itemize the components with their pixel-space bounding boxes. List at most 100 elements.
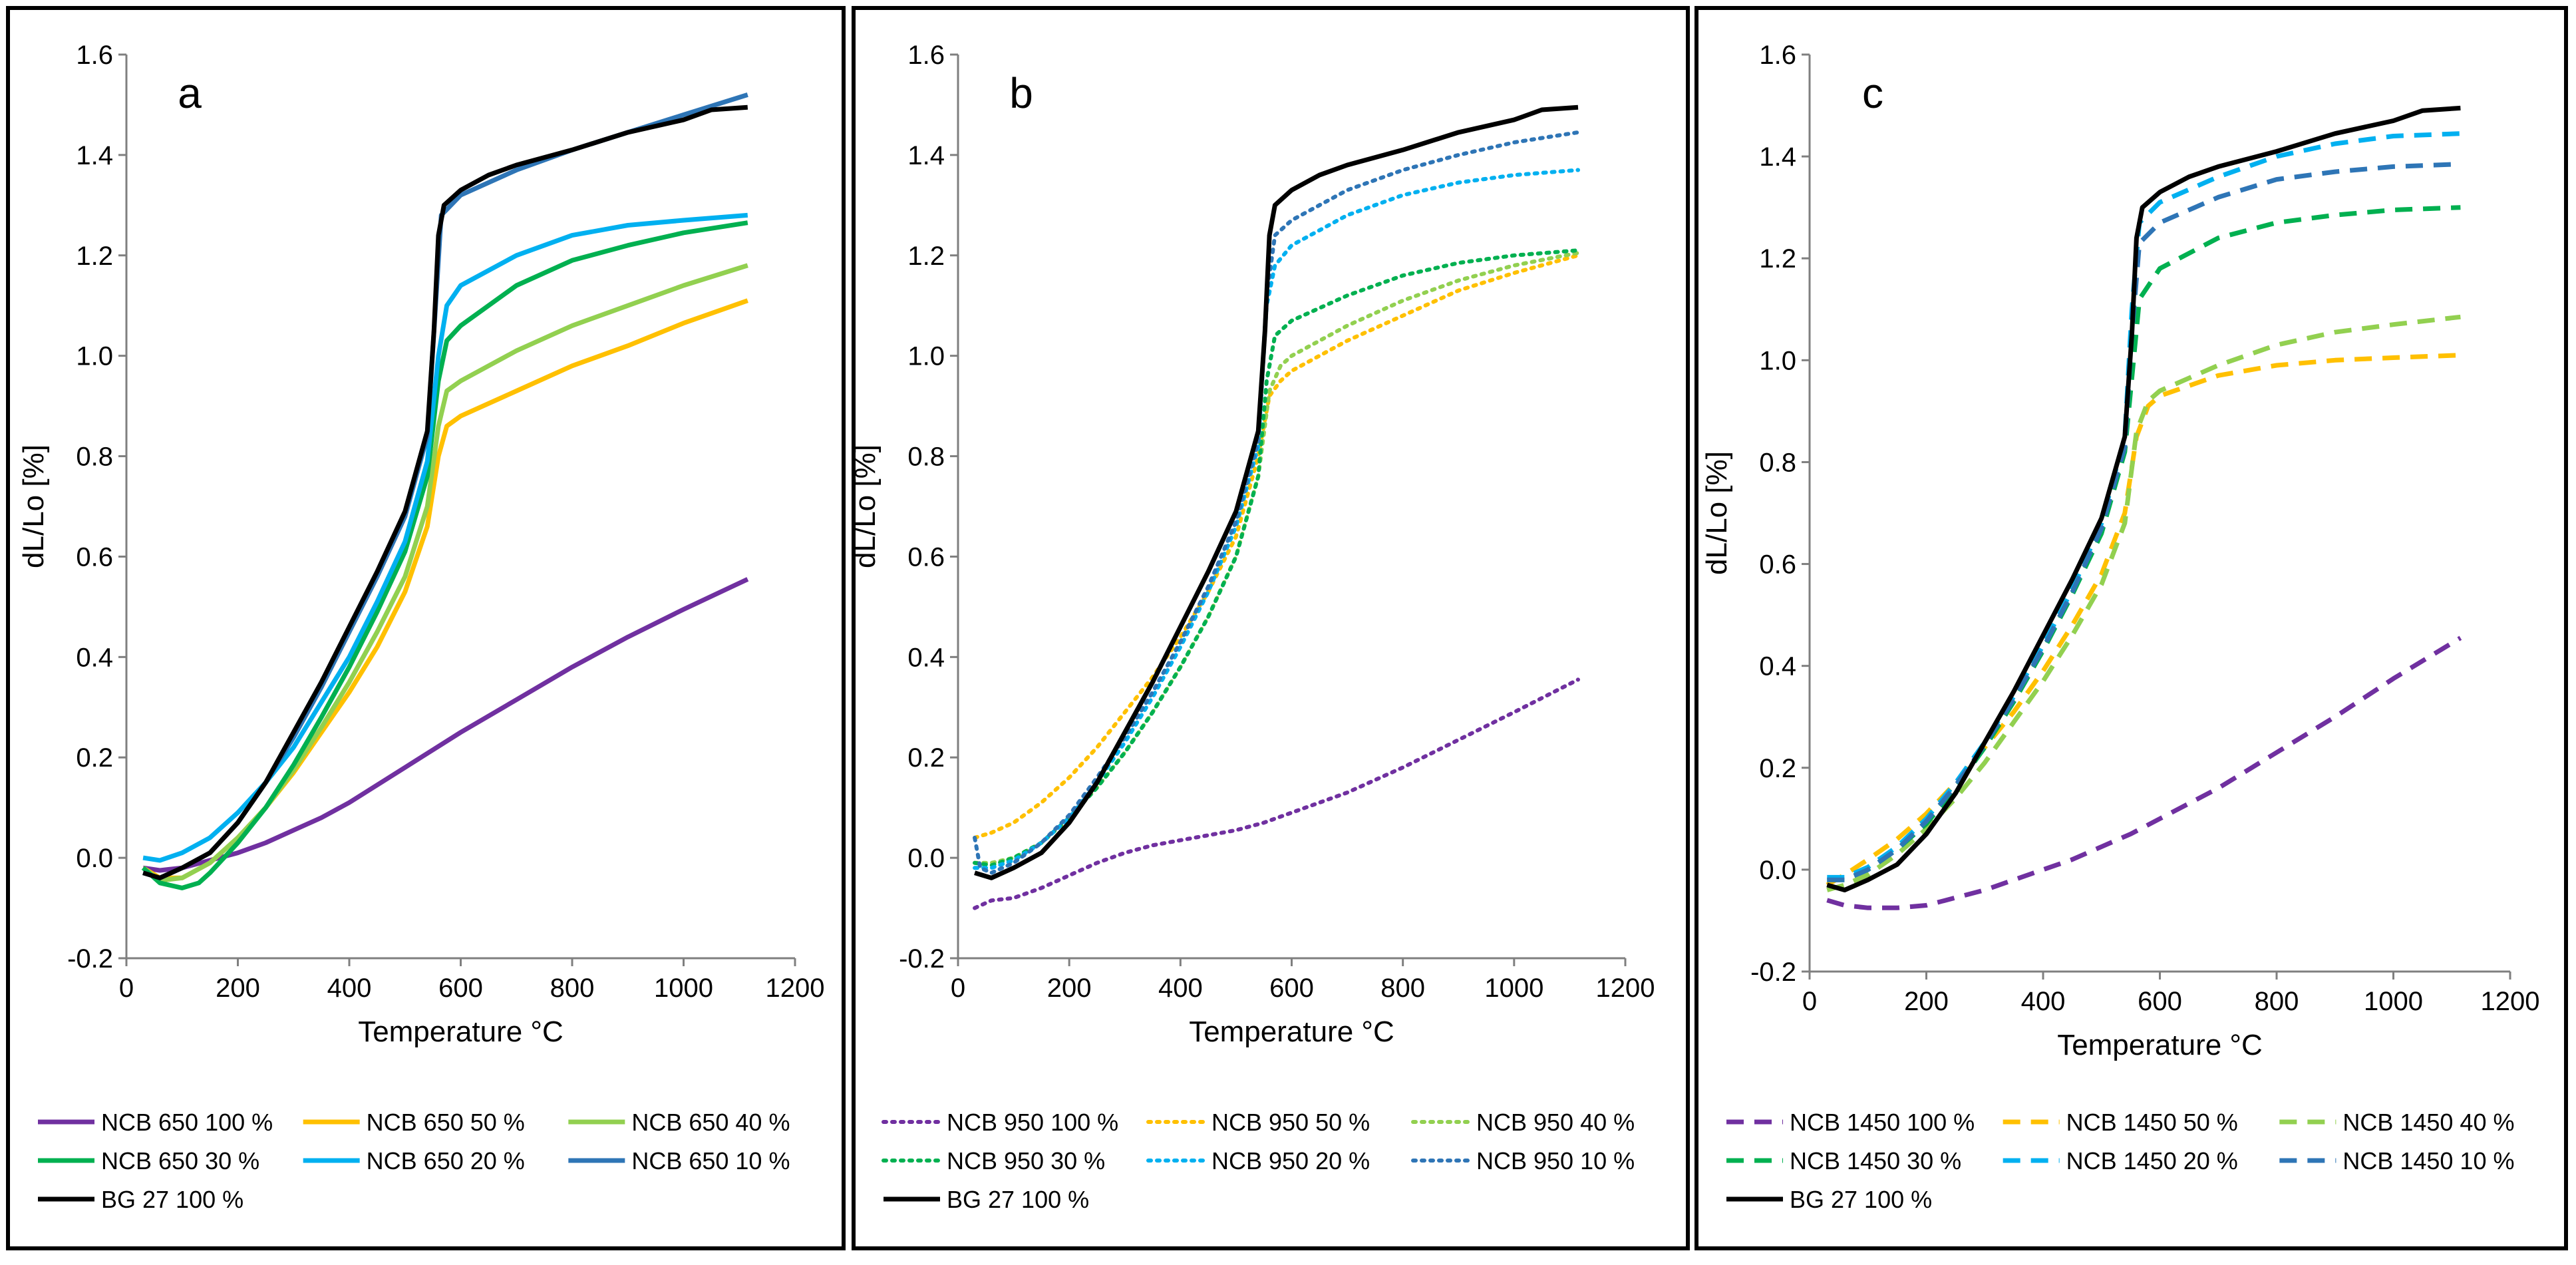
series-line (974, 104, 1579, 880)
y-tick-label: 0.0 (907, 844, 945, 873)
legend-entry-label: NCB 950 30 % (947, 1147, 1105, 1175)
y-tick-label: 0.6 (1759, 550, 1796, 580)
y-tick-label: 1.2 (907, 242, 945, 271)
y-tick-label: 0.6 (907, 542, 945, 572)
x-tick-label: 0 (1802, 987, 1817, 1016)
legend-entry-label: NCB 950 100 % (947, 1109, 1118, 1136)
series-line (142, 212, 748, 863)
legend-entry-label: NCB 650 100 % (101, 1109, 273, 1136)
y-tick-label: 0.4 (907, 643, 945, 672)
x-tick-label: 0 (119, 974, 134, 1003)
legend-entry-label: NCB 950 20 % (1211, 1147, 1370, 1175)
y-tick-label: 0.6 (76, 542, 113, 572)
y-tick-label: 1.0 (907, 342, 945, 371)
y-tick-label: 0.2 (907, 743, 945, 773)
legend-entry-label: NCB 650 10 % (631, 1147, 790, 1175)
x-axis-label: Temperature °C (1189, 1015, 1394, 1048)
x-axis-label: Temperature °C (2057, 1029, 2263, 1061)
x-tick-label: 1200 (2481, 987, 2540, 1016)
y-tick-label: 1.6 (1759, 41, 1796, 70)
y-tick-label: -0.2 (899, 944, 945, 974)
y-tick-label: 1.4 (907, 141, 945, 170)
legend-entry-label: NCB 1450 20 % (2066, 1147, 2238, 1175)
y-tick-label: 0.4 (1759, 652, 1796, 681)
legend-entry-label: NCB 650 40 % (631, 1109, 790, 1136)
y-axis-label: dL/Lo [%] (1700, 451, 1733, 575)
x-tick-label: 600 (2138, 987, 2182, 1016)
chart-panel-b: 0 200 400 600 800 1000 1200 -0.2 0.0 0.2 0.4 0.6 0.8… (849, 6, 1690, 1250)
legend-entry-label: NCB 1450 100 % (1790, 1109, 1975, 1136)
x-tick-label: 1000 (2364, 987, 2423, 1016)
x-tick-label: 200 (1047, 974, 1092, 1003)
legend-entry-label: BG 27 100 % (947, 1186, 1089, 1213)
panel-letter-label: c (1862, 69, 1883, 117)
series-line (1826, 314, 2461, 892)
y-axis-label: dL/Lo [%] (17, 445, 50, 568)
panel-frame (6, 6, 846, 1250)
series-line (973, 130, 1580, 875)
x-tick-label: 200 (216, 974, 260, 1003)
series-line (1826, 353, 2461, 887)
x-tick-label: 1000 (654, 974, 713, 1003)
panel-letter-label: b (1009, 69, 1033, 117)
panel-frame (852, 6, 1690, 1250)
x-tick-label: 400 (327, 974, 372, 1003)
x-tick-label: 800 (1380, 974, 1425, 1003)
legend-entry-label: NCB 1450 50 % (2066, 1109, 2238, 1136)
y-tick-label: 0.4 (76, 643, 113, 672)
legend-entry-label: NCB 650 50 % (367, 1109, 525, 1136)
x-tick-label: 600 (1269, 974, 1314, 1003)
x-tick-label: 600 (438, 974, 483, 1003)
legend-entry-label: NCB 950 40 % (1476, 1109, 1635, 1136)
y-tick-label: 1.2 (1759, 244, 1796, 273)
x-tick-label: 1200 (1596, 974, 1655, 1003)
x-tick-label: 200 (1904, 987, 1949, 1016)
legend-entry-label: NCB 950 10 % (1476, 1147, 1635, 1175)
x-axis-label: Temperature °C (358, 1015, 564, 1048)
y-tick-label: 0.0 (1759, 856, 1796, 885)
y-axis-label: dL/Lo [%] (849, 445, 882, 568)
series-line (973, 677, 1580, 910)
y-tick-label: 1.2 (76, 242, 113, 271)
x-tick-label: 800 (550, 974, 595, 1003)
x-tick-label: 1000 (1484, 974, 1543, 1003)
legend-entry-label: NCB 1450 40 % (2342, 1109, 2514, 1136)
y-tick-label: 0.0 (76, 844, 113, 873)
y-tick-label: 0.8 (1759, 448, 1796, 477)
y-tick-label: 1.6 (76, 41, 113, 70)
series-line (1827, 162, 2461, 882)
x-tick-label: 400 (1158, 974, 1203, 1003)
panel-letter-label: a (178, 69, 202, 117)
series-line (142, 263, 748, 883)
y-tick-label: 1.4 (76, 141, 113, 170)
y-tick-label: 0.2 (1759, 754, 1796, 783)
legend-entry-label: BG 27 100 % (101, 1186, 243, 1213)
legend-entry-label: NCB 1450 30 % (1790, 1147, 1961, 1175)
legend-entry-label: NCB 650 20 % (367, 1147, 525, 1175)
y-tick-label: 1.0 (1759, 346, 1796, 375)
chart-panel-c: 0 200 400 600 800 1000 1200 -0.2 0.0 0.2 0.4 0.6 0.8… (1694, 6, 2568, 1250)
legend-entry-label: NCB 650 30 % (101, 1147, 259, 1175)
y-tick-label: 1.4 (1759, 142, 1796, 172)
y-tick-label: -0.2 (67, 944, 113, 974)
x-tick-label: 800 (2255, 987, 2299, 1016)
series-line (142, 104, 748, 880)
panel-frame (1694, 6, 2568, 1250)
series-line (973, 253, 1580, 840)
x-tick-label: 0 (951, 974, 965, 1003)
x-tick-label: 400 (2021, 987, 2066, 1016)
y-tick-label: 0.8 (907, 443, 945, 472)
legend-entry-label: NCB 950 50 % (1211, 1109, 1370, 1136)
series-line (142, 577, 749, 873)
y-tick-label: -0.2 (1750, 958, 1796, 987)
legend-entry-label: NCB 1450 10 % (2342, 1147, 2514, 1175)
x-tick-label: 1200 (766, 974, 825, 1003)
y-tick-label: 1.6 (907, 41, 945, 70)
series-line (1826, 105, 2461, 892)
chart-panel-a: 0 200 400 600 800 1000 1200 -0.2 0.0 0.2 0.4 0.6 0.8… (6, 6, 846, 1250)
y-tick-label: 0.2 (76, 743, 113, 773)
series-line (141, 220, 748, 890)
legend-entry-label: BG 27 100 % (1790, 1186, 1932, 1213)
